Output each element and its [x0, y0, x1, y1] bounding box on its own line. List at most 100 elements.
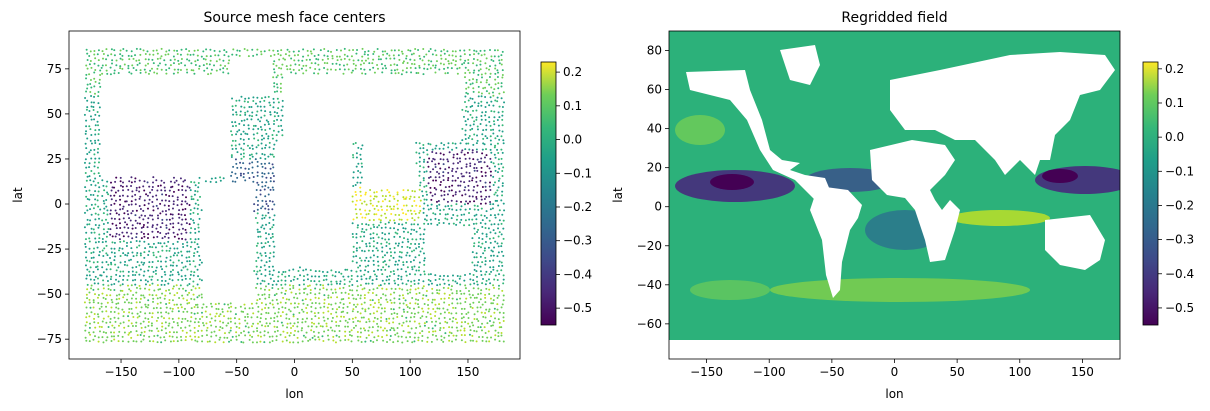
- scatter-point: [268, 200, 271, 203]
- scatter-point: [390, 69, 393, 72]
- scatter-point: [105, 268, 108, 271]
- scatter-point: [107, 315, 110, 318]
- scatter-point: [448, 311, 451, 314]
- scatter-point: [502, 166, 505, 169]
- scatter-point: [484, 296, 487, 299]
- colorbar-tick-label-regridded: 0.1: [1165, 96, 1184, 110]
- scatter-point: [144, 53, 147, 56]
- scatter-point: [373, 50, 376, 53]
- scatter-point: [398, 298, 401, 301]
- scatter-point: [148, 293, 151, 296]
- scatter-point: [431, 287, 434, 290]
- scatter-point: [313, 322, 316, 325]
- scatter-point: [157, 64, 160, 67]
- scatter-point: [126, 278, 129, 281]
- scatter-point: [471, 104, 474, 107]
- scatter-point: [500, 326, 503, 329]
- scatter-point: [88, 189, 91, 192]
- scatter-point: [148, 275, 151, 278]
- scatter-point: [181, 193, 184, 196]
- scatter-point: [155, 227, 158, 230]
- scatter-point: [490, 110, 493, 113]
- scatter-point: [231, 133, 234, 136]
- scatter-point: [472, 109, 475, 112]
- scatter-point: [363, 287, 366, 290]
- scatter-point: [130, 72, 133, 75]
- scatter-point: [86, 106, 89, 109]
- scatter-point: [364, 259, 367, 262]
- scatter-point: [450, 204, 453, 207]
- y-tick-label-regridded: 80: [647, 44, 662, 58]
- scatter-point: [188, 324, 191, 327]
- scatter-point: [426, 149, 429, 152]
- scatter-point: [146, 221, 149, 224]
- scatter-point: [181, 208, 184, 211]
- scatter-point: [443, 316, 446, 319]
- scatter-point: [388, 322, 391, 325]
- scatter-point: [461, 149, 464, 152]
- scatter-point: [185, 231, 188, 234]
- scatter-point: [361, 227, 364, 230]
- scatter-point: [396, 315, 399, 318]
- scatter-point: [452, 153, 455, 156]
- scatter-point: [264, 274, 267, 277]
- scatter-point: [169, 340, 172, 343]
- scatter-point: [197, 329, 200, 332]
- scatter-point: [135, 321, 138, 324]
- scatter-point: [215, 334, 218, 337]
- scatter-point: [260, 128, 263, 131]
- scatter-point: [480, 73, 483, 76]
- y-tick-label-regridded: −40: [637, 278, 662, 292]
- x-tick-label-regridded: −50: [819, 365, 844, 379]
- scatter-point: [315, 283, 318, 286]
- scatter-point: [473, 200, 476, 203]
- scatter-point: [461, 127, 464, 130]
- scatter-point: [502, 294, 505, 297]
- scatter-point: [204, 310, 207, 313]
- scatter-point: [246, 49, 249, 52]
- scatter-point: [160, 68, 163, 71]
- scatter-point: [463, 53, 466, 56]
- scatter-point: [465, 200, 468, 203]
- scatter-point: [490, 315, 493, 318]
- scatter-point: [369, 189, 372, 192]
- scatter-point: [122, 274, 125, 277]
- scatter-point: [338, 55, 341, 58]
- scatter-point: [168, 322, 171, 325]
- scatter-point: [434, 71, 437, 74]
- scatter-point: [151, 260, 154, 263]
- scatter-point: [468, 175, 471, 178]
- scatter-point: [352, 143, 355, 146]
- scatter-point: [268, 322, 271, 325]
- scatter-point: [130, 307, 133, 310]
- scatter-point: [325, 278, 328, 281]
- scatter-point: [277, 287, 280, 290]
- x-tick-label-source: 50: [345, 365, 360, 379]
- scatter-point: [360, 162, 363, 165]
- scatter-point: [157, 288, 160, 291]
- scatter-point: [180, 269, 183, 272]
- scatter-point: [467, 189, 470, 192]
- scatter-point: [485, 81, 488, 84]
- scatter-point: [397, 242, 400, 245]
- scatter-point: [172, 340, 175, 343]
- scatter-point: [197, 226, 200, 229]
- scatter-point: [261, 172, 264, 175]
- scatter-point: [119, 184, 122, 187]
- scatter-point: [368, 320, 371, 323]
- scatter-point: [144, 58, 147, 61]
- scatter-point: [161, 322, 164, 325]
- scatter-point: [418, 142, 421, 145]
- scatter-point: [326, 306, 329, 309]
- scatter-point: [271, 133, 274, 136]
- scatter-point: [468, 78, 471, 81]
- scatter-point: [136, 251, 139, 254]
- scatter-point: [209, 320, 212, 323]
- scatter-point: [501, 124, 504, 127]
- scatter-point: [144, 312, 147, 315]
- scatter-point: [447, 177, 450, 180]
- scatter-point: [314, 270, 317, 273]
- scatter-point: [429, 186, 432, 189]
- scatter-point: [427, 298, 430, 301]
- scatter-point: [363, 294, 366, 297]
